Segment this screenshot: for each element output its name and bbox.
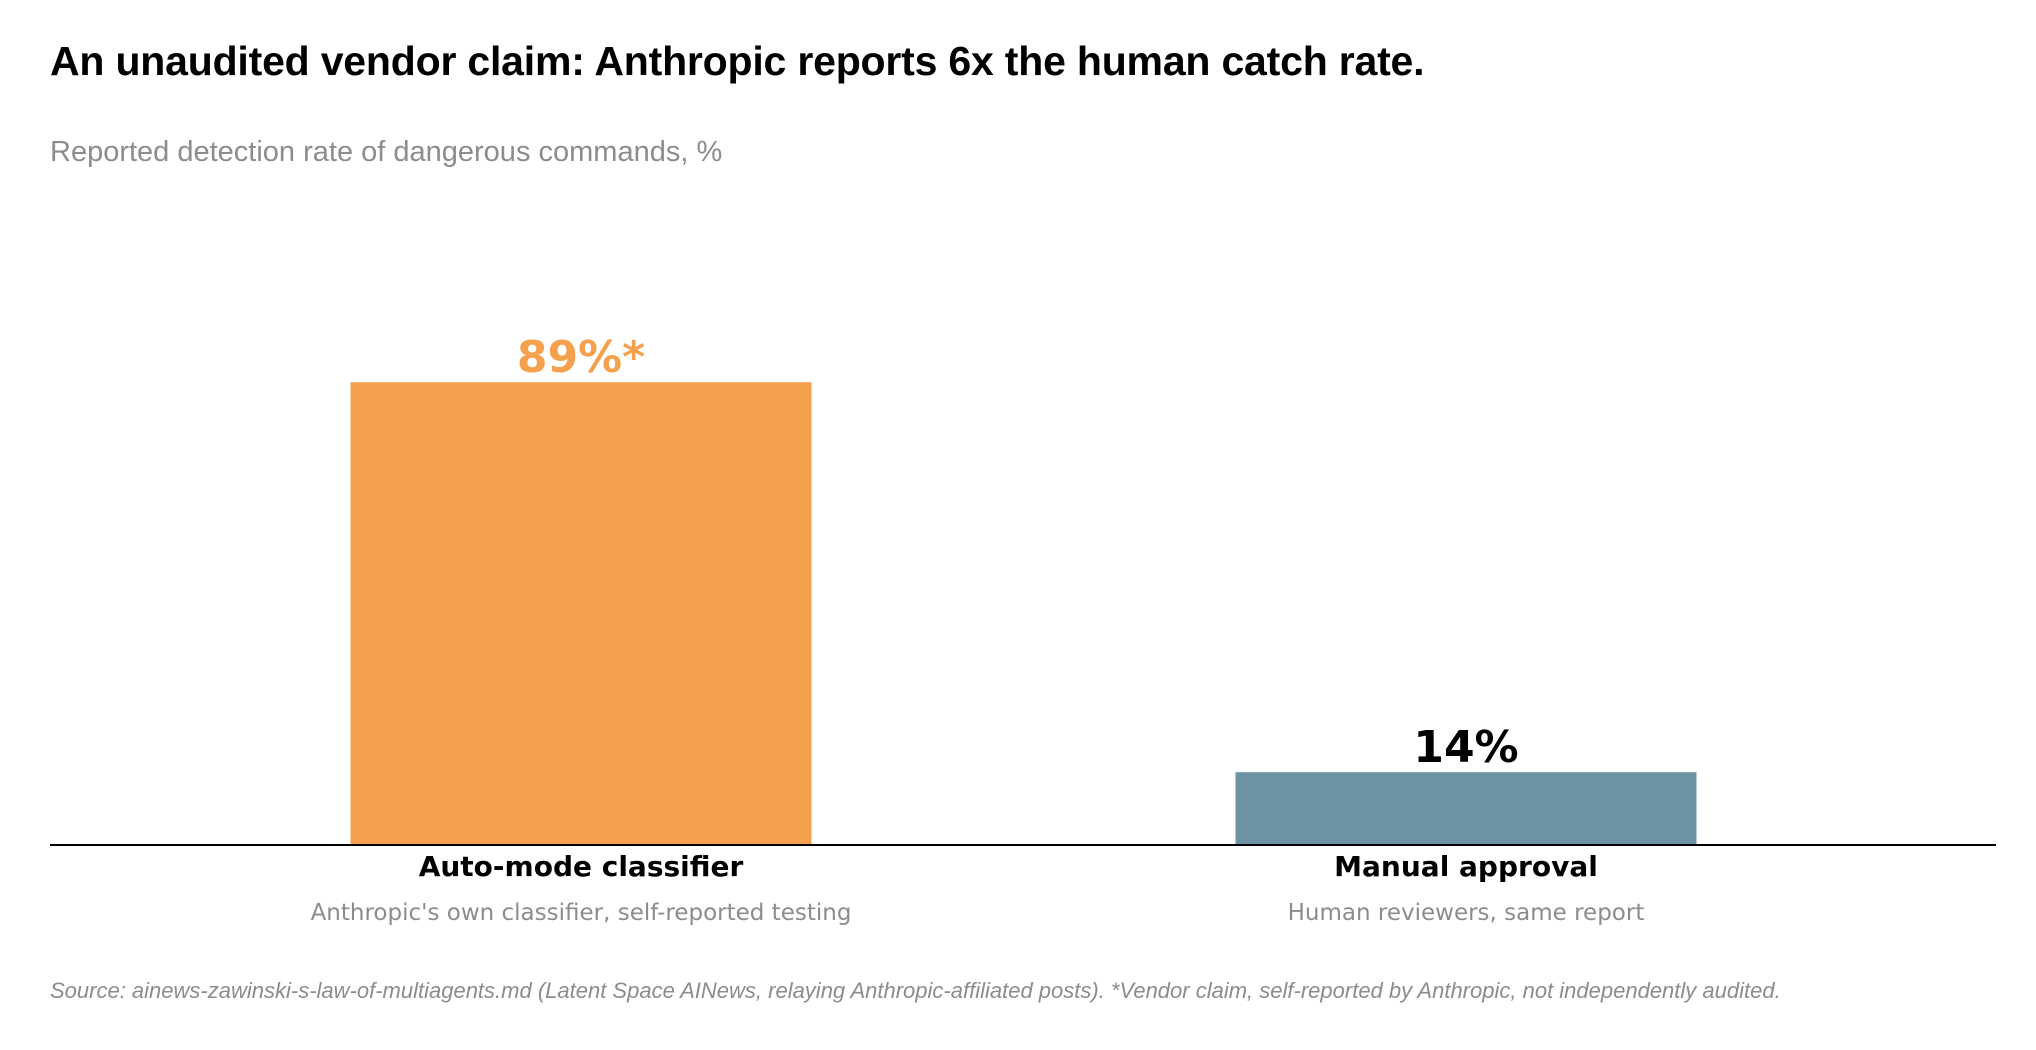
source-footnote: Source: ainews-zawinski-s-law-of-multiag… xyxy=(50,978,1781,1003)
bars-layer xyxy=(350,382,1697,845)
value-label-2: 14% xyxy=(1413,722,1518,773)
category-label-1: Auto-mode classifier xyxy=(419,850,744,883)
chart-subtitle: Reported detection rate of dangerous com… xyxy=(50,136,723,168)
category-description-1: Anthropic's own classifier, self-reporte… xyxy=(311,900,852,926)
value-label-1: 89%* xyxy=(517,332,645,383)
bar-2 xyxy=(1235,772,1697,845)
category-description-2: Human reviewers, same report xyxy=(1288,900,1645,926)
category-label-2: Manual approval xyxy=(1334,850,1598,883)
chart-title: An unaudited vendor claim: Anthropic rep… xyxy=(50,38,1425,84)
bar-1 xyxy=(350,382,812,845)
labels-layer: 89%* Auto-mode classifier Anthropic's own … xyxy=(311,332,1645,926)
